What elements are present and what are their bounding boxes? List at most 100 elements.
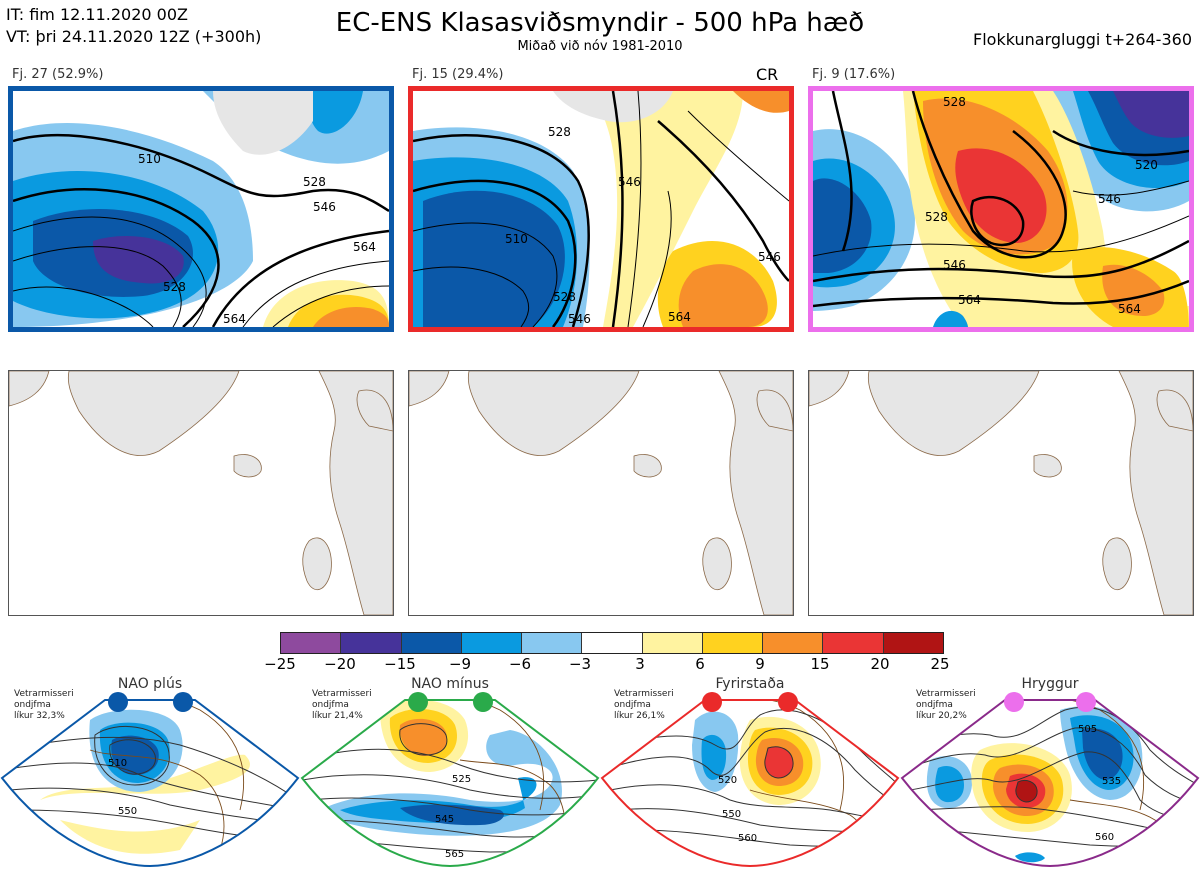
colorbar-swatch <box>341 633 402 653</box>
regime-note-line: líkur 21,4% <box>312 711 363 721</box>
page-title: EC-ENS Klasasviðsmyndir - 500 hPa hæð <box>335 8 865 38</box>
cluster-3-contour-label: 546 <box>1098 192 1121 206</box>
regime-note: Vetrarmisseri ondjfma líkur 32,3% <box>14 689 74 722</box>
colorbar-tick: −9 <box>448 655 472 673</box>
regime-marker <box>408 692 428 712</box>
colorbar-swatch <box>763 633 824 653</box>
cluster-2-label: Fj. 15 (29.4%) <box>412 67 504 82</box>
colorbar-swatch <box>281 633 342 653</box>
cluster-1-contour-label: 546 <box>313 200 336 214</box>
cluster-2-contour-label: 546 <box>618 175 641 189</box>
regime-note-line: líkur 32,3% <box>14 711 65 721</box>
regime-contour-label: 550 <box>722 809 741 820</box>
regime-contour-label: 535 <box>1102 776 1121 787</box>
header-left: IT: fim 12.11.2020 00Z VT: þri 24.11.202… <box>6 4 261 48</box>
base-map-2 <box>408 370 794 616</box>
base-map-1 <box>8 370 394 616</box>
regime-note-line: ondjfma <box>312 700 349 710</box>
cluster-3-contour-label: 520 <box>1135 158 1158 172</box>
regime-name: Hryggur <box>1021 676 1079 692</box>
cluster-1-map: 510 528 528 546 564 564 <box>8 86 394 332</box>
regime-marker <box>108 692 128 712</box>
base-map-3 <box>808 370 1194 616</box>
colorbar-ticks: −25 −20 −15 −9 −6 −3 3 6 9 15 20 25 <box>258 655 964 673</box>
regime-name: Fyrirstaða <box>715 676 785 692</box>
colorbar-tick: 20 <box>870 655 890 673</box>
valid-time: VT: þri 24.11.2020 12Z (+300h) <box>6 27 262 46</box>
colorbar-tick: 25 <box>930 655 950 673</box>
classification-window: Flokkunargluggi t+264-360 <box>973 30 1192 49</box>
regime-note: Vetrarmisseri ondjfma líkur 20,2% <box>916 689 976 722</box>
regime-name: NAO mínus <box>411 676 489 692</box>
cluster-2-contour-label: 510 <box>505 232 528 246</box>
cluster-3-map: 528 528 546 564 564 520 546 <box>808 86 1194 332</box>
regime-note-line: Vetrarmisseri <box>14 689 74 699</box>
page-subtitle: Miðað við nóv 1981-2010 <box>517 39 683 54</box>
colorbar-tick: 6 <box>695 655 705 673</box>
cluster-3-contour-label: 528 <box>943 95 966 109</box>
regime-marker <box>702 692 722 712</box>
colorbar-swatch <box>461 633 523 653</box>
regime-note: Vetrarmisseri ondjfma líkur 21,4% <box>312 689 372 722</box>
colorbar-tick: −6 <box>508 655 532 673</box>
regime-note-line: ondjfma <box>614 700 651 710</box>
colorbar-swatch <box>702 633 764 653</box>
cluster-2-contour-label: 528 <box>548 125 571 139</box>
colorbar-swatch <box>883 633 943 653</box>
cluster-1-contour-label: 564 <box>353 240 376 254</box>
regime-contour-label: 560 <box>738 833 757 844</box>
regime-marker <box>778 692 798 712</box>
colorbar-tick: 9 <box>755 655 765 673</box>
regime-note-line: ondjfma <box>14 700 51 710</box>
regime-marker <box>473 692 493 712</box>
regime-marker <box>173 692 193 712</box>
regime-blocking: Fyrirstaða Vetrarmisseri ondjfma líkur 2… <box>600 676 900 868</box>
colorbar-tick: −3 <box>568 655 592 673</box>
regime-contour-label: 560 <box>1095 832 1114 843</box>
cluster-1-contour-label: 528 <box>303 175 326 189</box>
regime-contour-label: 510 <box>108 758 127 769</box>
colorbar-swatch <box>642 633 703 653</box>
colorbar-swatch <box>401 633 462 653</box>
regime-nao-minus: NAO mínus Vetrarmisseri ondjfma líkur 21… <box>300 676 600 868</box>
cluster-1-contour-label: 528 <box>163 280 186 294</box>
regime-marker <box>1004 692 1024 712</box>
cluster-2-map: 510 528 546 564 546 528 546 <box>408 86 794 332</box>
regime-contour-label: 545 <box>435 814 454 825</box>
regime-contour-label: 565 <box>445 849 464 860</box>
regime-name: NAO plús <box>117 676 183 692</box>
cluster-2-contour-label: 546 <box>758 250 781 264</box>
regime-contour-label: 550 <box>118 806 137 817</box>
colorbar-tick: 3 <box>635 655 645 673</box>
colorbar-swatch <box>582 633 643 653</box>
colorbar <box>280 632 944 654</box>
cluster-1-label: Fj. 27 (52.9%) <box>12 67 104 82</box>
cluster-1-contour-label: 510 <box>138 152 161 166</box>
colorbar-tick: −15 <box>384 655 416 673</box>
regime-note-line: ondjfma <box>916 700 953 710</box>
colorbar-swatch <box>823 633 884 653</box>
colorbar-tick: −20 <box>324 655 356 673</box>
regime-contour-label: 520 <box>718 775 737 786</box>
regime-note: Vetrarmisseri ondjfma líkur 26,1% <box>614 689 674 722</box>
colorbar-tick: 15 <box>810 655 830 673</box>
regime-contour-label: 505 <box>1078 724 1097 735</box>
cluster-3-contour-label: 564 <box>1118 302 1141 316</box>
regime-note-line: líkur 26,1% <box>614 711 665 721</box>
regime-note-line: Vetrarmisseri <box>614 689 674 699</box>
cluster-3-contour-label: 546 <box>943 258 966 272</box>
init-time: IT: fim 12.11.2020 00Z <box>6 5 188 24</box>
cluster-2-contour-label: 546 <box>568 312 591 326</box>
cluster-2-contour-label: 564 <box>668 310 691 324</box>
regime-ridge: Hryggur Vetrarmisseri ondjfma líkur 20,2… <box>900 676 1200 868</box>
colorbar-swatch <box>522 633 583 653</box>
cluster-3-label: Fj. 9 (17.6%) <box>812 67 896 82</box>
cluster-1-contour-label: 564 <box>223 312 246 326</box>
regime-contour-label: 525 <box>452 774 471 785</box>
cluster-3-contour-label: 528 <box>925 210 948 224</box>
regime-marker <box>1076 692 1096 712</box>
cluster-3-contour-label: 564 <box>958 293 981 307</box>
colorbar-tick: −25 <box>264 655 296 673</box>
cluster-2-tag: CR <box>756 65 779 84</box>
regime-nao-plus: NAO plús Vetrarmisseri ondjfma líkur 32,… <box>0 676 300 868</box>
